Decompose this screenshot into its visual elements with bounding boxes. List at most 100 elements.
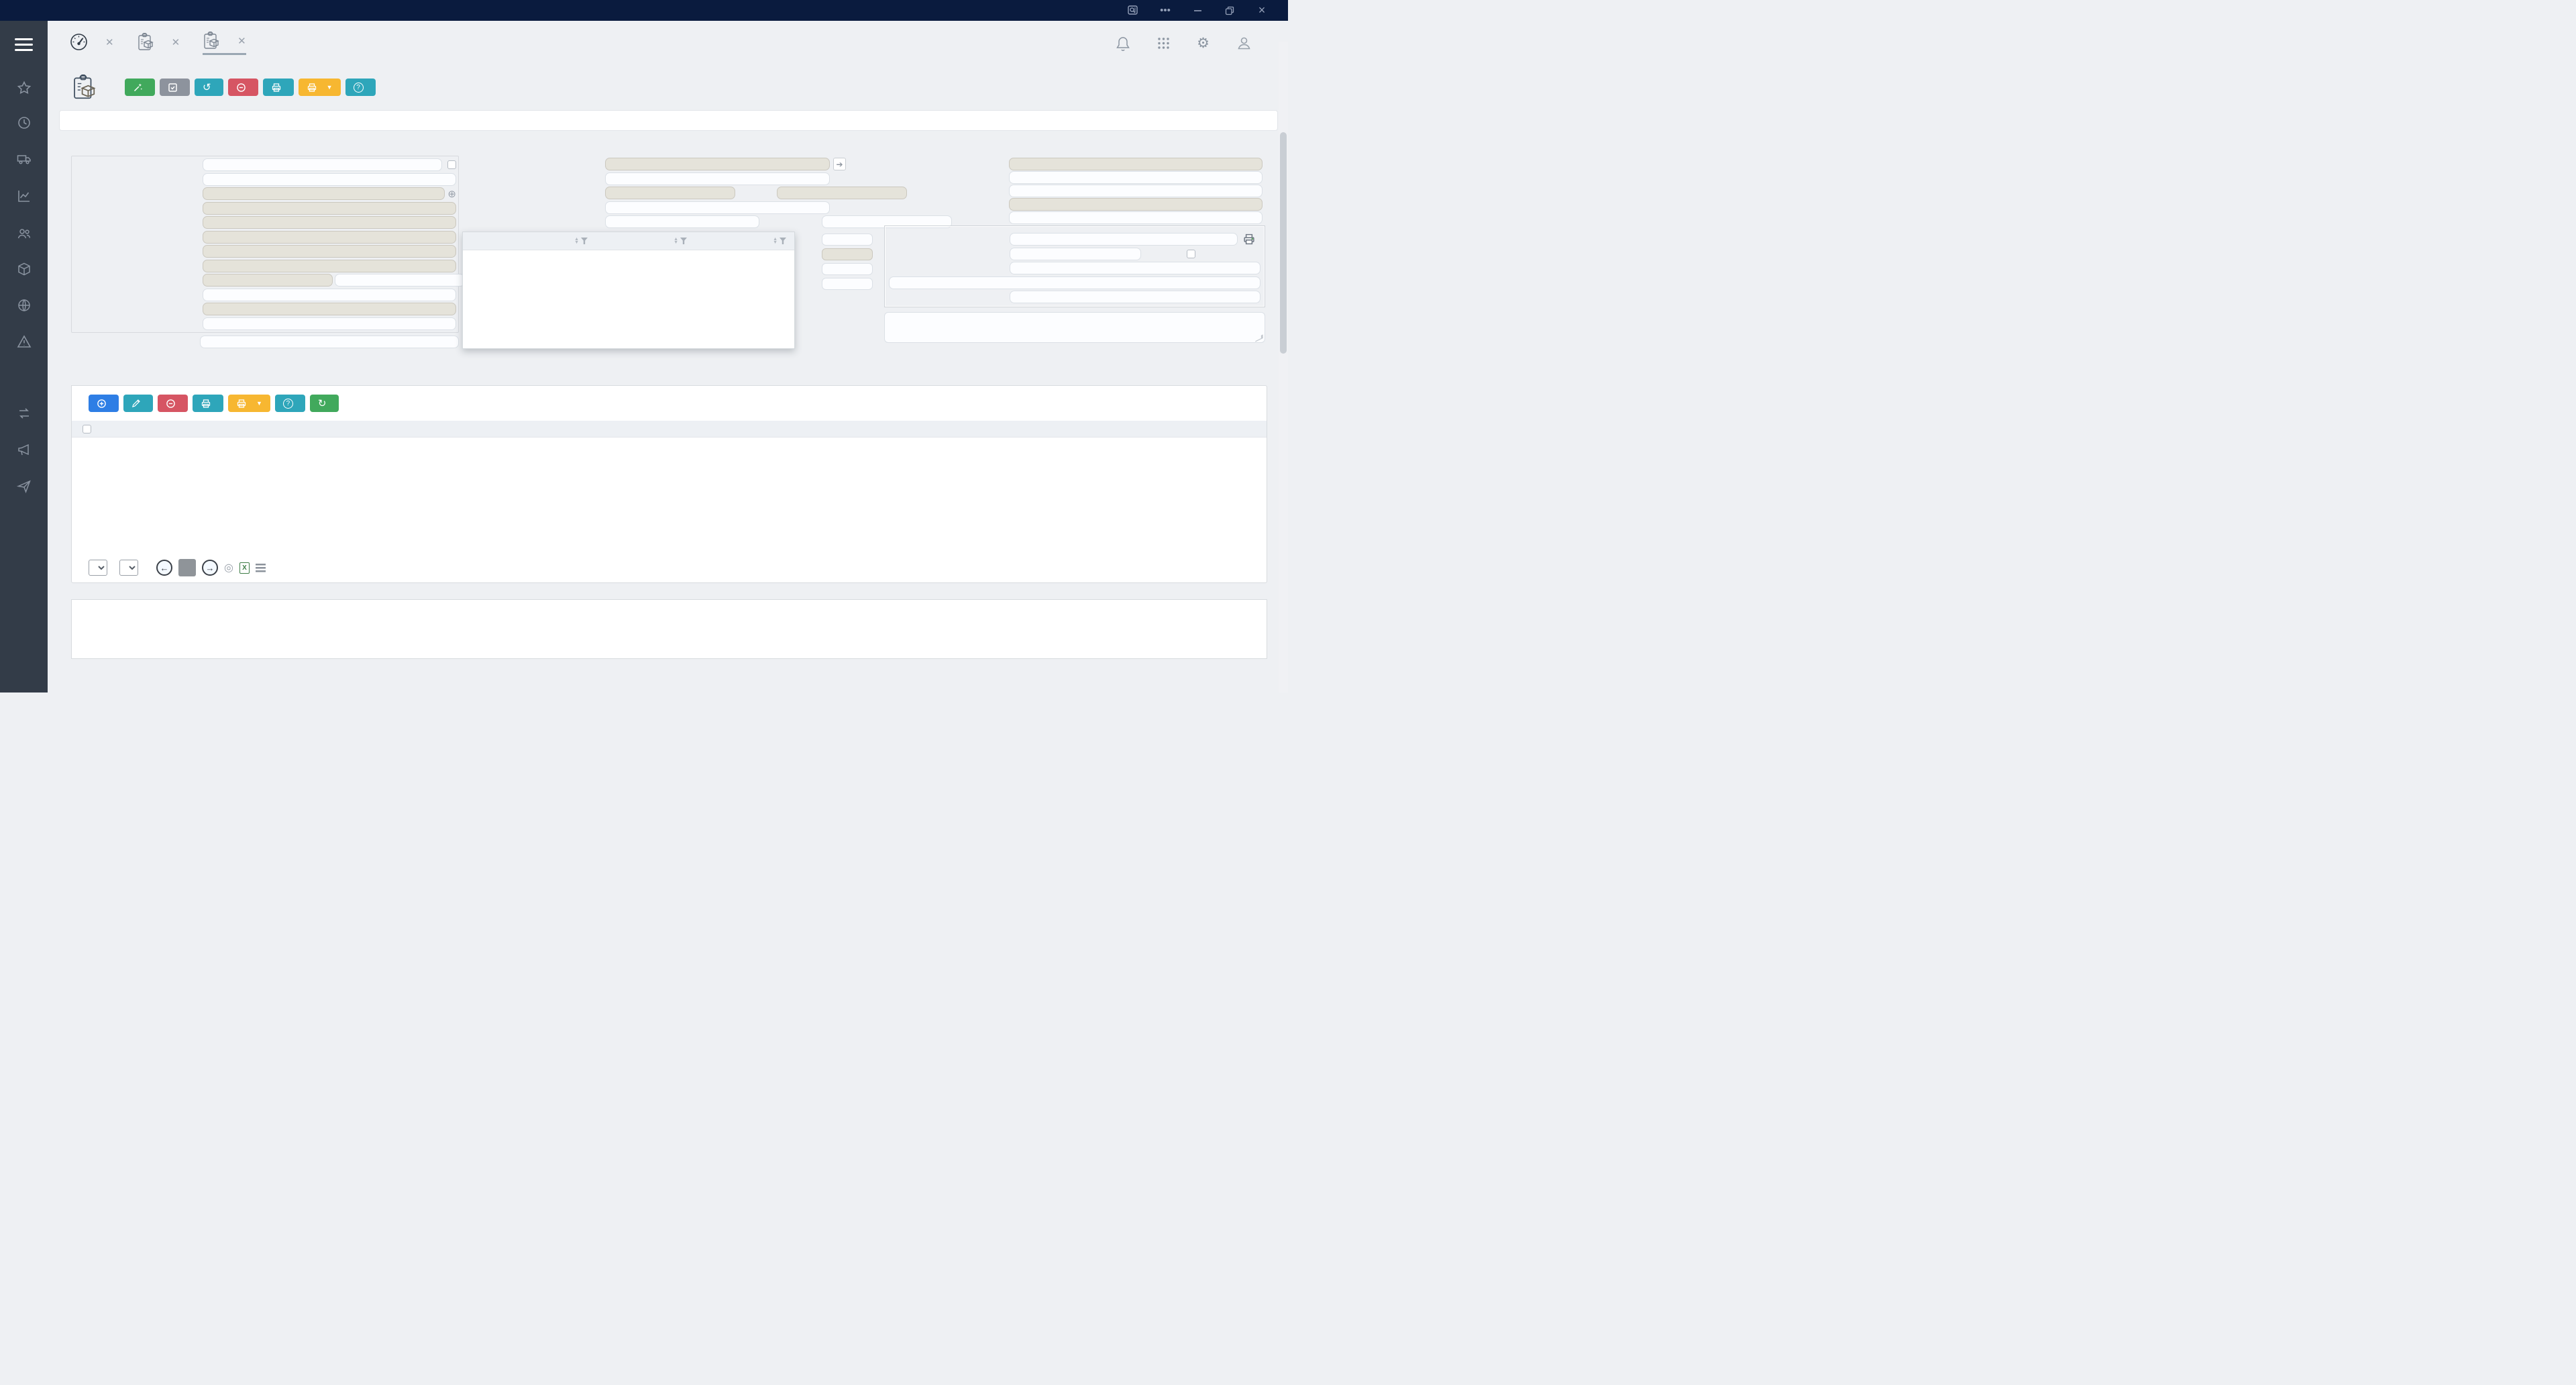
user-avatar-icon [1236,36,1252,51]
country-input[interactable] [203,260,456,272]
actions-button[interactable]: ▼ [299,79,341,96]
delivery-date-input[interactable] [1010,248,1141,260]
user-menu[interactable] [1236,36,1258,51]
tab-sales-orders[interactable]: ✕ [137,32,180,55]
delete-items-button[interactable] [158,395,188,412]
close-tab-icon[interactable]: ✕ [172,36,180,48]
actions-items-button[interactable]: ▼ [228,395,270,412]
delivery-method-extra-input[interactable] [889,276,1260,289]
eye-icon[interactable]: ◎ [224,561,233,574]
city-input[interactable] [203,245,456,258]
tab-so19[interactable]: ✕ [203,32,246,55]
delivery-method-input[interactable] [1010,262,1260,274]
postcode-input[interactable] [203,274,333,287]
scrollbar-thumb[interactable] [1280,132,1287,354]
date-input[interactable] [605,172,830,185]
revision-input[interactable] [1009,158,1263,170]
delete-button[interactable] [228,79,258,96]
page-size-select[interactable] [119,560,138,576]
close-window-button[interactable]: × [1256,5,1268,17]
export-excel-icon[interactable]: X [239,562,250,574]
goto-transaction-icon[interactable]: ➔ [833,158,846,170]
chevron-down-icon: ▼ [327,84,333,91]
sidebar-users-icon[interactable] [17,226,32,241]
view-select[interactable] [89,560,107,576]
filter-funnel-icon[interactable] [780,238,786,244]
sidebar-clock-icon[interactable] [17,115,32,130]
field-date [474,172,846,187]
help-button[interactable]: ? [345,79,376,96]
add-new-button[interactable] [89,395,119,412]
payment-term-input[interactable] [605,201,830,214]
row-layout-icon[interactable] [256,564,266,572]
settings-gear-icon[interactable]: ⚙ [1197,36,1210,50]
customer-no-input[interactable] [203,158,442,171]
app-grid-icon[interactable] [1157,37,1170,50]
next-page-button[interactable]: → [202,560,218,576]
sort-icon[interactable]: ▲▼ [674,238,678,244]
undo-button[interactable]: ↺ [195,79,223,96]
close-button[interactable] [160,79,190,96]
sales-order-icon [72,74,97,100]
suburb-input[interactable] [203,231,456,244]
sidebar-megaphone-icon[interactable] [17,442,32,457]
filter-funnel-icon[interactable] [680,238,687,244]
sidebar-star-icon[interactable] [17,81,32,95]
order-form: ⊕ [48,142,1288,356]
filter-funnel-icon[interactable] [581,238,588,244]
minimize-button[interactable] [1191,5,1203,17]
hamburger-menu-icon[interactable] [15,38,33,51]
sidebar-box-icon[interactable] [17,262,32,276]
customer-no-checkbox[interactable] [447,160,456,169]
address2-input[interactable] [203,202,456,215]
stage-input[interactable] [200,336,459,348]
order-notes-textarea[interactable] [884,312,1265,343]
refresh-button[interactable]: ↻ [310,395,339,412]
tab-dashboard[interactable]: ✕ [70,32,114,55]
sidebar-swap-icon[interactable] [17,406,32,421]
sidebar-warning-icon[interactable] [17,334,32,349]
sidebar-chart-icon[interactable] [17,189,32,203]
sidebar-globe-icon[interactable] [17,298,32,313]
select-all-checkbox[interactable] [83,425,91,433]
prev-page-button[interactable]: ← [156,560,172,576]
address3-input[interactable] [203,216,456,229]
shipping-method-input[interactable] [1010,291,1260,303]
po-date-input[interactable] [1009,211,1263,224]
customer-input[interactable] [203,173,456,186]
customers-po-input[interactable] [1009,185,1263,197]
print-items-button[interactable] [193,395,223,412]
tax-code-input[interactable] [335,274,465,287]
mobile-no-input[interactable] [203,303,456,315]
sort-icon[interactable]: ▲▼ [773,238,777,244]
fao-input[interactable] [203,289,456,301]
print-delivery-icon[interactable] [1242,233,1256,246]
address1-input[interactable] [203,187,445,200]
field-currency [474,215,846,229]
current-page-box[interactable] [178,559,196,576]
close-tab-icon[interactable]: ✕ [105,36,114,48]
process-button[interactable] [125,79,155,96]
sort-icon[interactable]: ▲▼ [574,238,579,244]
restore-button[interactable] [1224,5,1236,17]
cdd-checkbox[interactable] [1187,250,1195,258]
field-customer-no [74,158,456,172]
sidebar-send-icon[interactable] [17,479,32,494]
help-items-button[interactable]: ? [275,395,305,412]
search-window-icon[interactable] [1127,5,1139,17]
edit-button[interactable] [123,395,153,412]
page-scrollbar[interactable] [1279,42,1288,692]
transaction-no-input[interactable] [605,158,830,170]
add-address-icon[interactable]: ⊕ [447,188,456,200]
menu-ellipsis-icon[interactable]: ••• [1159,5,1171,17]
delivery-input[interactable] [1010,233,1238,246]
notifications-bell-icon[interactable] [1116,36,1130,52]
print-button[interactable] [263,79,294,96]
currency-input[interactable] [605,215,759,228]
available-credit-input[interactable] [1009,198,1263,211]
from-opportunity-input[interactable] [1009,171,1263,184]
sidebar-truck-icon[interactable] [17,152,32,166]
close-tab-icon[interactable]: ✕ [237,35,246,47]
balance-input[interactable] [605,187,735,199]
discount-input[interactable] [203,317,456,330]
